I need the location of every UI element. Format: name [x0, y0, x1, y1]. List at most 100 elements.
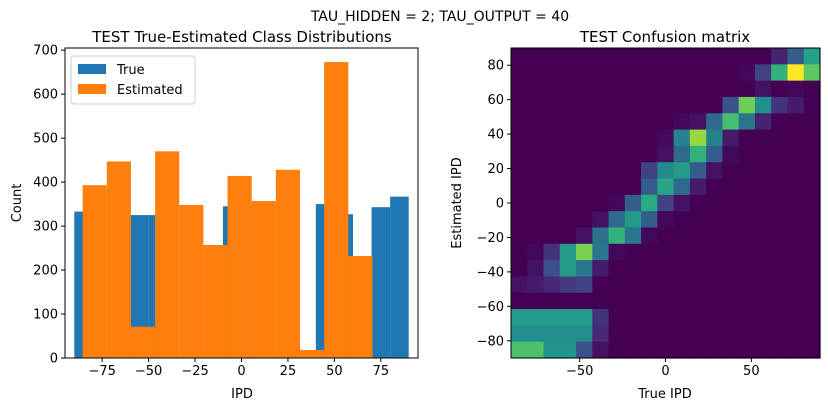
cell-r3-c5	[592, 96, 610, 114]
y-tick-label: −40	[477, 265, 504, 280]
cell-r1-c6	[608, 64, 626, 82]
cell-r5-c10	[673, 129, 691, 147]
cell-r10-c0	[511, 211, 528, 229]
confusion-cells	[511, 48, 821, 359]
bar-estimated-8	[275, 169, 301, 358]
cell-r9-c13	[722, 194, 740, 212]
cell-r7-c2	[543, 162, 561, 180]
cell-r10-c12	[706, 211, 724, 229]
x-tick-label: 0	[237, 364, 245, 379]
cell-r5-c7	[624, 129, 642, 147]
cell-r10-c9	[657, 211, 675, 229]
cell-r4-c4	[576, 113, 593, 131]
cell-r10-c6	[608, 211, 626, 229]
bar-estimated-7	[251, 201, 276, 358]
cell-r9-c15	[754, 194, 772, 212]
cell-r15-c15	[754, 292, 772, 310]
cell-r8-c14	[738, 178, 756, 196]
cell-r11-c8	[641, 227, 658, 245]
cell-r10-c3	[559, 211, 577, 229]
cell-r11-c18	[803, 227, 821, 245]
histogram-panel: TEST True-Estimated Class Distributions …	[10, 28, 419, 402]
cell-r18-c10	[673, 341, 691, 359]
y-tick-label: 600	[33, 88, 58, 103]
cell-r4-c2	[543, 113, 561, 131]
cell-r5-c11	[689, 129, 707, 147]
cell-r11-c17	[787, 227, 805, 245]
histogram-legend: True Estimated	[70, 55, 196, 105]
cell-r12-c13	[722, 243, 740, 261]
cell-r9-c18	[803, 194, 821, 212]
y-tick-label: 0	[50, 352, 58, 367]
cell-r3-c13	[722, 96, 740, 114]
cell-r1-c8	[641, 64, 658, 82]
cell-r16-c9	[657, 309, 675, 326]
confusion-y-ticks: −80 −60 −40 −20 0 20 40 60 80	[477, 59, 511, 349]
cell-r17-c5	[592, 325, 610, 343]
cell-r12-c9	[657, 243, 675, 261]
cell-r0-c5	[592, 48, 610, 65]
cell-r4-c7	[624, 113, 642, 131]
cell-r7-c8	[641, 162, 658, 180]
cell-r0-c12	[706, 48, 724, 65]
cell-r16-c5	[592, 309, 610, 326]
cell-r1-c1	[527, 64, 545, 82]
cell-r16-c12	[706, 309, 724, 326]
cell-r7-c12	[706, 162, 724, 180]
cell-r10-c14	[738, 211, 756, 229]
y-tick-label: 400	[33, 176, 58, 191]
bar-estimated-9	[300, 350, 325, 358]
cell-r2-c1	[527, 80, 545, 98]
cell-r6-c5	[592, 145, 610, 163]
cell-r9-c16	[771, 194, 789, 212]
cell-r2-c5	[592, 80, 610, 98]
cell-r18-c16	[771, 341, 789, 359]
cell-r13-c18	[803, 260, 821, 278]
cell-r11-c0	[511, 227, 528, 245]
cell-r11-c14	[738, 227, 756, 245]
cell-r15-c10	[673, 292, 691, 310]
cell-r15-c6	[608, 292, 626, 310]
cell-r1-c12	[706, 64, 724, 82]
cell-r18-c18	[803, 341, 821, 359]
y-tick-label: 80	[487, 59, 504, 74]
cell-r2-c15	[754, 80, 772, 98]
cell-r17-c4	[576, 325, 593, 343]
cell-r17-c0	[511, 325, 528, 343]
y-tick-label: 200	[33, 264, 58, 279]
cell-r11-c3	[559, 227, 577, 245]
histogram-title: TEST True-Estimated Class Distributions	[91, 28, 392, 46]
cell-r14-c9	[657, 276, 675, 294]
cell-r16-c7	[624, 309, 642, 326]
y-tick-label: 40	[487, 128, 504, 143]
cell-r14-c16	[771, 276, 789, 294]
legend-swatch-true	[78, 64, 106, 74]
cell-r18-c12	[706, 341, 724, 359]
cell-r6-c7	[624, 145, 642, 163]
y-tick-label: −20	[477, 231, 504, 246]
cell-r16-c1	[527, 309, 545, 326]
cell-r16-c3	[559, 309, 577, 326]
cell-r8-c11	[689, 178, 707, 196]
cell-r9-c4	[576, 194, 593, 212]
cell-r17-c18	[803, 325, 821, 343]
cell-r15-c8	[641, 292, 658, 310]
cell-r16-c17	[787, 309, 805, 326]
cell-r18-c0	[511, 341, 528, 359]
cell-r2-c13	[722, 80, 740, 98]
cell-r3-c16	[771, 96, 789, 114]
cell-r12-c1	[527, 243, 545, 261]
cell-r5-c18	[803, 129, 821, 147]
cell-r1-c16	[771, 64, 789, 82]
cell-r6-c13	[722, 145, 740, 163]
cell-r3-c18	[803, 96, 821, 114]
cell-r8-c9	[657, 178, 675, 196]
x-tick-label: −25	[181, 364, 208, 379]
cell-r18-c13	[722, 341, 740, 359]
cell-r4-c12	[706, 113, 724, 131]
cell-r13-c0	[511, 260, 528, 278]
cell-r2-c0	[511, 80, 528, 98]
cell-r12-c8	[641, 243, 658, 261]
cell-r7-c17	[787, 162, 805, 180]
cell-r13-c5	[592, 260, 610, 278]
